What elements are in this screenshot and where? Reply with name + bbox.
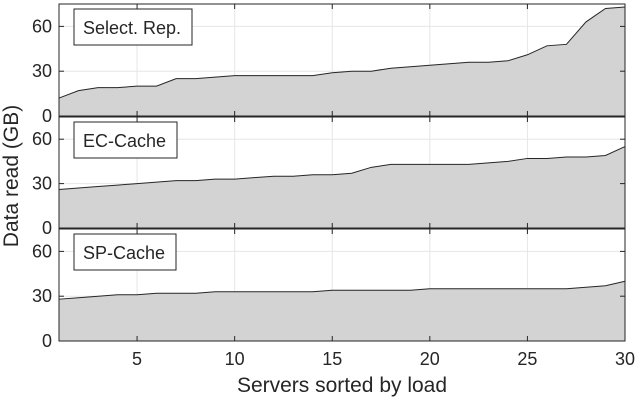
select-rep-area-fill (59, 6, 625, 117)
select-rep-panel: 0 30 60 Select. Rep. (32, 3, 626, 126)
sp-cache-x-tick-label: 20 (420, 349, 440, 369)
sp-cache-y-tick-label: 0 (42, 331, 52, 351)
sp-cache-y-tick-label: 30 (32, 286, 52, 306)
ec-cache-y-tick-label: 60 (32, 129, 52, 149)
select-rep-legend-box (73, 8, 193, 46)
sp-cache-x-tick-label: 30 (615, 349, 635, 369)
sp-cache-x-tick-label: 5 (132, 349, 142, 369)
x-axis-label: Servers sorted by load (237, 374, 447, 397)
sp-cache-axes-box (58, 228, 626, 342)
select-rep-y-tick-label: 30 (32, 61, 52, 81)
ec-cache-axes-box (58, 116, 626, 229)
ec-cache-series-line (58, 146, 626, 191)
select-rep-y-tick-label: 0 (42, 106, 52, 126)
sp-cache-x-tick-label: 15 (322, 349, 342, 369)
sp-cache-y-tick-label: 60 (32, 241, 52, 261)
sp-cache-legend-box (73, 233, 177, 271)
sp-cache-series-line (58, 280, 626, 300)
sp-cache-legend-label: SP-Cache (83, 243, 165, 263)
y-axis-label: Data read (GB) (0, 105, 23, 247)
ec-cache-area-fill (59, 146, 625, 228)
select-rep-axes-box (58, 3, 626, 117)
select-rep-series-line (58, 6, 626, 99)
ec-cache-panel: 0 30 60 EC-Cache (32, 116, 626, 238)
ec-cache-y-tick-label: 0 (42, 218, 52, 238)
sp-cache-panel: 0 30 60 5 10 15 20 25 30 SP-Cache (32, 228, 635, 369)
sp-cache-x-tick-label: 25 (517, 349, 537, 369)
sp-cache-area-fill (59, 281, 625, 341)
sp-cache-x-tick-label: 10 (225, 349, 245, 369)
ec-cache-legend-box (73, 121, 178, 159)
ec-cache-y-tick-label: 30 (32, 174, 52, 194)
select-rep-legend-label: Select. Rep. (83, 18, 181, 38)
select-rep-y-tick-label: 60 (32, 16, 52, 36)
ec-cache-legend-label: EC-Cache (83, 131, 166, 151)
